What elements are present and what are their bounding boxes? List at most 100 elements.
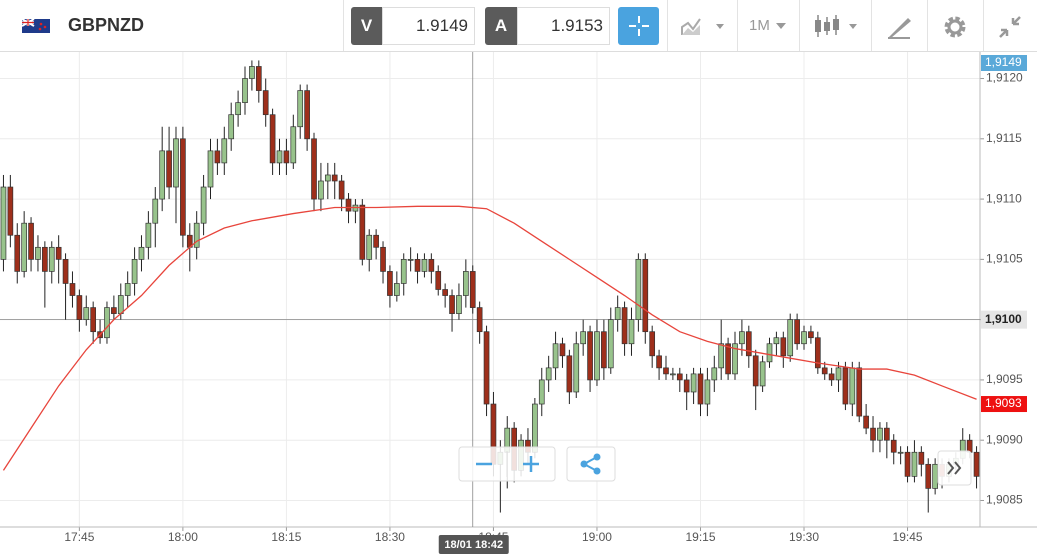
candle-body [752,355,759,387]
candle-body [200,186,207,224]
crosshair-time-label: 18/01 18:42 [444,539,503,551]
scroll-right-icon [947,461,962,475]
candle-body [966,439,973,453]
candle-body [83,307,90,320]
candle-body [28,222,34,260]
candle-body [35,246,41,260]
candle-body [863,415,869,429]
candle-body [428,259,435,272]
candle-body [318,180,324,200]
candle-body [131,259,138,284]
candle-body [821,367,828,375]
price-tag [981,396,1027,413]
candle-type-button[interactable] [813,13,861,39]
candle-body [911,451,918,477]
bid-label: V [351,7,382,45]
candle-body [635,259,642,320]
candle-body [214,150,221,164]
candle-body [580,331,587,345]
candle-body [21,222,27,272]
y-tick-label: 1,9095 [986,372,1023,386]
candle-body [138,246,145,260]
candle-body [973,451,980,477]
candle-body [676,373,683,381]
candle-body [573,343,580,393]
candle-body [780,337,787,357]
candle-body [670,373,676,376]
candle-body [400,259,407,284]
candle-body [117,295,124,314]
candle-body [559,343,566,357]
separator [927,0,928,51]
candle-body [483,331,490,405]
scroll-right-button[interactable] [937,450,972,486]
crosshair-price-label: 1,9100 [985,312,1022,326]
candle-body [283,150,290,164]
candle-body [111,307,117,314]
draw-button[interactable] [886,14,912,40]
candle-body [159,150,166,200]
candle-body [601,331,607,369]
candle-body [842,367,849,405]
candle-body [476,307,483,333]
candle-body [290,126,297,164]
candle-body [621,307,628,345]
candle-body [725,343,731,375]
candle-body [235,102,241,116]
candle-body [145,222,152,248]
candle-body [380,246,386,272]
candle-body [414,259,421,272]
candle-body [193,222,200,248]
x-tick-label: 17:45 [64,530,94,544]
candle-body [124,283,131,296]
share-icon-dot [580,460,588,468]
candle-body [683,379,690,393]
y-tick-label: 1,9110 [986,191,1022,205]
ask-price[interactable]: 1.9153 [517,7,610,45]
bid-price[interactable]: 1.9149 [382,7,475,45]
crosshair-button[interactable] [618,7,659,45]
candle-body [76,295,83,320]
candle-body [614,307,621,320]
x-tick-label: 18:00 [168,530,198,544]
candle-body [48,246,55,272]
candle-body [545,367,552,381]
y-tick-label: 1,9120 [986,71,1023,85]
candle-body [828,373,835,381]
symbol: GBPNZD [68,15,144,35]
candle-body [532,403,538,453]
candle-body [407,259,414,261]
candle-body [324,174,331,182]
timeframe[interactable]: 1M [749,17,770,34]
candle-body [42,246,48,272]
candle-body [152,198,159,224]
candle-body [262,90,269,116]
candle-body [697,373,704,405]
separator [799,0,800,51]
candle-body [745,331,752,357]
separator [871,0,872,51]
crosshair-price-tag [981,310,1027,329]
price-tag [981,55,1027,71]
chart-type-button[interactable] [680,13,728,39]
collapse-button[interactable] [997,14,1023,40]
candle-body [808,331,814,339]
candle-body [331,174,338,182]
share-icon-dot [593,453,601,461]
moving-average [2,205,977,471]
candle-body [469,271,476,308]
candle-body [435,271,442,290]
candle-body [766,343,773,363]
candle-body [904,451,911,477]
candle-body [228,114,235,140]
separator [343,0,344,51]
candle-body [849,367,856,405]
candle-body [587,331,593,381]
candle-body [690,373,697,393]
candle-body [890,439,897,453]
candle-body [359,204,366,260]
settings-button[interactable] [942,14,968,40]
share-button[interactable] [566,446,616,482]
candle-body [642,259,649,333]
dropdown-icon [776,23,786,29]
